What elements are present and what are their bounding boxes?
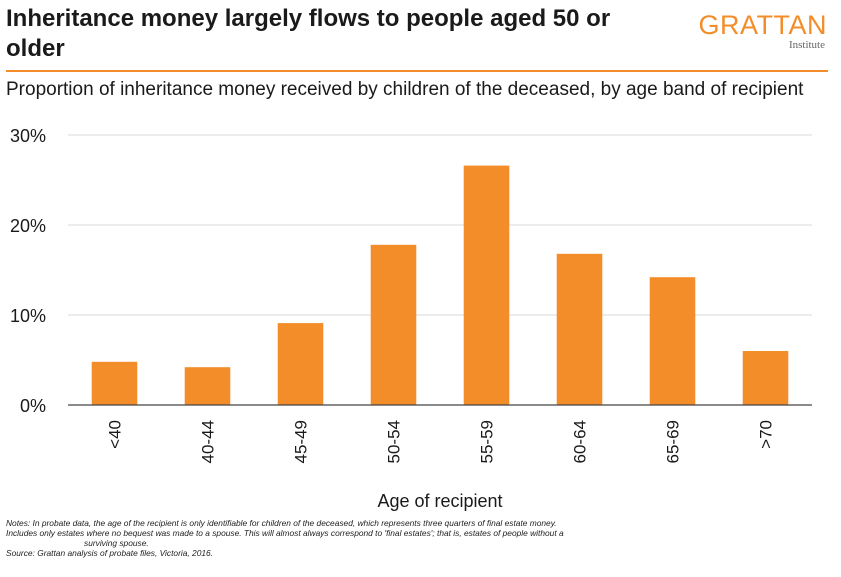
x-tick-labels: <40 40-44 45-49 50-54 55-59 60-64 65-69 >70 — [106, 420, 776, 463]
bar — [463, 165, 510, 405]
x-tick-label: 50-54 — [385, 420, 404, 463]
bar — [649, 277, 696, 405]
notes-line: Includes only estates where no bequest w… — [6, 528, 564, 538]
chart-title: Inheritance money largely flows to peopl… — [6, 5, 611, 62]
bar — [277, 323, 324, 405]
x-tick-label: 40-44 — [199, 420, 218, 463]
x-axis-label: Age of recipient — [377, 491, 502, 511]
logo-subtext: Institute — [788, 39, 825, 51]
x-tick-label: 45-49 — [292, 420, 311, 463]
logo-wordmark: GRATTAN — [698, 10, 827, 40]
gridlines — [68, 134, 812, 316]
source-line: Source: Grattan analysis of probate file… — [6, 548, 214, 558]
grattan-logo: GRATTAN Institute — [677, 10, 827, 54]
bar — [370, 244, 417, 405]
bar-chart: 0% 10% 20% 30% <40 40-44 45-49 50-54 55-59 60-64… — [10, 126, 812, 511]
bar — [556, 253, 603, 405]
chart-subtitle: Proportion of inheritance money received… — [6, 79, 804, 100]
notes-block: Notes: In probate data, the age of the r… — [6, 518, 826, 558]
y-tick-label: 10% — [10, 306, 46, 326]
x-tick-label: 55-59 — [478, 420, 497, 463]
title-divider — [6, 70, 828, 72]
y-tick-labels: 0% 10% 20% 30% — [10, 126, 46, 416]
bars — [91, 165, 789, 405]
bar — [742, 351, 789, 405]
x-tick-label: <40 — [106, 420, 125, 449]
notes-line: Notes: In probate data, the age of the r… — [6, 518, 557, 528]
x-tick-label: >70 — [757, 420, 776, 449]
notes-line: surviving spouse. — [84, 538, 149, 548]
x-tick-label: 60-64 — [571, 420, 590, 463]
y-tick-label: 20% — [10, 216, 46, 236]
bar — [91, 361, 138, 405]
x-tick-label: 65-69 — [664, 420, 683, 463]
bar — [184, 367, 231, 405]
y-tick-label: 30% — [10, 126, 46, 146]
y-tick-label: 0% — [20, 396, 46, 416]
